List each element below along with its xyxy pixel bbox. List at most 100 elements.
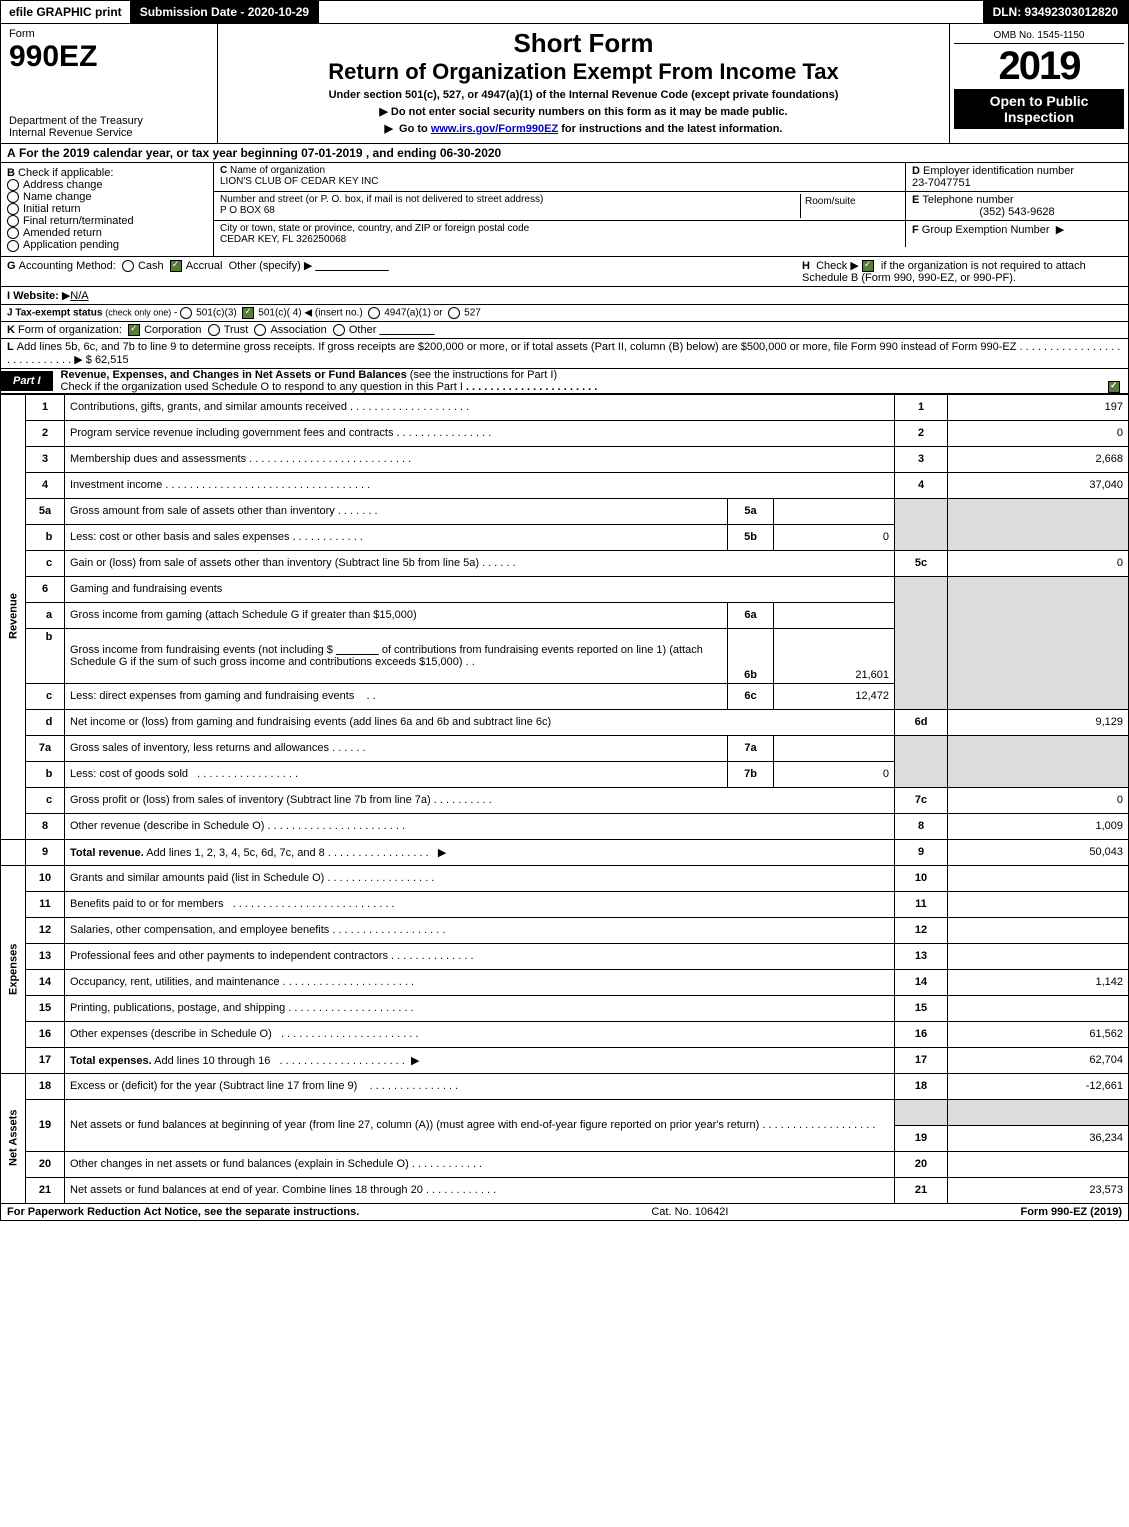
block-b-checkboxes: B Check if applicable: Address change Na…: [1, 163, 214, 256]
form-header: Form 990EZ Department of the Treasury In…: [0, 24, 1129, 144]
line-a-tax-year: A For the 2019 calendar year, or tax yea…: [0, 144, 1129, 163]
return-title: Return of Organization Exempt From Incom…: [226, 59, 941, 85]
org-type-corp-checkbox[interactable]: [128, 324, 140, 336]
tax-year: 2019: [954, 44, 1124, 89]
part-1-check-text: Check if the organization used Schedule …: [61, 381, 463, 393]
irs-label: Internal Revenue Service: [9, 127, 209, 139]
line-16-desc: Other expenses (describe in Schedule O): [70, 1028, 272, 1040]
website-value: N/A: [70, 290, 88, 302]
part-1-schedule-o-checkbox[interactable]: [1108, 381, 1120, 393]
room-suite-label: Room/suite: [800, 194, 899, 218]
dept-label: Department of the Treasury: [9, 115, 209, 127]
line-8-desc: Other revenue (describe in Schedule O): [70, 820, 264, 832]
h-check-prefix: Check: [816, 260, 847, 272]
line-7a-boxval: [774, 735, 895, 761]
line-21-desc: Net assets or fund balances at end of ye…: [70, 1184, 423, 1196]
submission-date-label: Submission Date - 2020-10-29: [130, 1, 319, 23]
line-14-desc: Occupancy, rent, utilities, and maintena…: [70, 976, 280, 988]
line-20-desc: Other changes in net assets or fund bala…: [70, 1158, 409, 1170]
line-10-desc: Grants and similar amounts paid (list in…: [70, 872, 324, 884]
net-assets-section-label: Net Assets: [1, 1073, 26, 1203]
group-exemption-label: Group Exemption Number: [922, 224, 1050, 236]
line-7b-desc: Less: cost of goods sold: [70, 768, 188, 780]
schedule-b-checkbox[interactable]: [862, 260, 874, 272]
line-5b-desc: Less: cost or other basis and sales expe…: [70, 531, 290, 543]
line-2-val: 0: [948, 420, 1129, 446]
short-form-title: Short Form: [226, 28, 941, 59]
under-section-text: Under section 501(c), 527, or 4947(a)(1)…: [226, 89, 941, 101]
line-14-val: 1,142: [948, 969, 1129, 995]
acct-accrual[interactable]: Accrual: [186, 260, 223, 272]
line-1-val: 197: [948, 394, 1129, 420]
line-6c-desc: Less: direct expenses from gaming and fu…: [70, 690, 354, 702]
efile-print-button[interactable]: efile GRAPHIC print: [1, 1, 130, 23]
line-7c-val: 0: [948, 787, 1129, 813]
line-7c-desc: Gross profit or (loss) from sales of inv…: [70, 794, 431, 806]
org-name-value: LION'S CLUB OF CEDAR KEY INC: [220, 176, 378, 187]
form-word: Form: [9, 28, 209, 40]
page-footer: For Paperwork Reduction Act Notice, see …: [0, 1204, 1129, 1221]
chk-initial-return[interactable]: Initial return: [23, 203, 80, 215]
revenue-expenses-table: Revenue 1 Contributions, gifts, grants, …: [0, 394, 1129, 1204]
part-1-title: Revenue, Expenses, and Changes in Net As…: [61, 369, 407, 381]
line-17-val: 62,704: [948, 1047, 1129, 1073]
line-2-desc: Program service revenue including govern…: [70, 427, 393, 439]
line-4-desc: Investment income: [70, 479, 162, 491]
addr-label: Number and street (or P. O. box, if mail…: [220, 194, 543, 205]
chk-final-return[interactable]: Final return/terminated: [23, 215, 134, 227]
line-12-val: [948, 917, 1129, 943]
line-6d-val: 9,129: [948, 709, 1129, 735]
chk-pending[interactable]: Application pending: [23, 239, 119, 251]
goto-prefix: Go to: [399, 123, 428, 135]
line-l-text: Add lines 5b, 6c, and 7b to line 9 to de…: [17, 341, 1017, 353]
expenses-section-label: Expenses: [1, 865, 26, 1073]
chk-name-change[interactable]: Name change: [23, 191, 92, 203]
form-org-label: Form of organization:: [18, 324, 122, 336]
open-inspection-box: Open to Public Inspection: [954, 89, 1124, 129]
line-l-amount: $ 62,515: [86, 354, 129, 366]
line-8-val: 1,009: [948, 813, 1129, 839]
line-12-desc: Salaries, other compensation, and employ…: [70, 924, 329, 936]
line-5c-val: 0: [948, 550, 1129, 576]
line-13-val: [948, 943, 1129, 969]
cat-number: Cat. No. 10642I: [651, 1206, 728, 1218]
line-6b-desc1: Gross income from fundraising events (no…: [70, 644, 333, 656]
part-1-label: Part I: [1, 371, 53, 391]
line-20-val: [948, 1151, 1129, 1177]
paperwork-notice: For Paperwork Reduction Act Notice, see …: [7, 1206, 359, 1218]
revenue-section-label: Revenue: [1, 394, 26, 839]
line-18-desc: Excess or (deficit) for the year (Subtra…: [70, 1080, 357, 1092]
line-11-desc: Benefits paid to or for members: [70, 898, 223, 910]
goto-arrow: [385, 123, 396, 135]
ssn-warning: Do not enter social security numbers on …: [226, 105, 941, 118]
part-1-header: Part I Revenue, Expenses, and Changes in…: [0, 369, 1129, 394]
line-9-desc: Add lines 1, 2, 3, 4, 5c, 6d, 7c, and 8: [146, 847, 325, 859]
line-5c-desc: Gain or (loss) from sale of assets other…: [70, 557, 479, 569]
line-13-desc: Professional fees and other payments to …: [70, 950, 388, 962]
goto-suffix: for instructions and the latest informat…: [561, 123, 782, 135]
acct-cash[interactable]: Cash: [138, 260, 164, 272]
line-5a-boxval: [774, 498, 895, 524]
line-6-desc: Gaming and fundraising events: [65, 576, 895, 602]
chk-address-change[interactable]: Address change: [23, 179, 103, 191]
irs-form-link[interactable]: www.irs.gov/Form990EZ: [431, 123, 558, 135]
omb-number: OMB No. 1545-1150: [954, 28, 1124, 44]
acct-other[interactable]: Other (specify): [229, 260, 301, 272]
chk-amended[interactable]: Amended return: [23, 227, 102, 239]
website-label: Website:: [13, 290, 59, 302]
ein-value: 23-7047751: [912, 177, 971, 189]
form-990ez-label: Form 990-EZ (2019): [1020, 1206, 1122, 1218]
group-exemption-arrow: ▶: [1056, 224, 1064, 236]
line-16-val: 61,562: [948, 1021, 1129, 1047]
tax-status-501c4-checkbox[interactable]: [242, 307, 254, 319]
city-value: CEDAR KEY, FL 326250068: [220, 234, 346, 245]
acct-method-label: Accounting Method:: [19, 260, 116, 272]
phone-value: (352) 543-9628: [912, 206, 1122, 218]
line-3-desc: Membership dues and assessments: [70, 453, 246, 465]
line-7b-boxval: 0: [774, 761, 895, 787]
city-label: City or town, state or province, country…: [220, 223, 529, 234]
line-5a-desc: Gross amount from sale of assets other t…: [70, 505, 335, 517]
org-name-label: Name of organization: [230, 165, 325, 176]
dln-label: DLN: 93492303012820: [983, 1, 1128, 23]
line-5b-boxval: 0: [774, 524, 895, 550]
